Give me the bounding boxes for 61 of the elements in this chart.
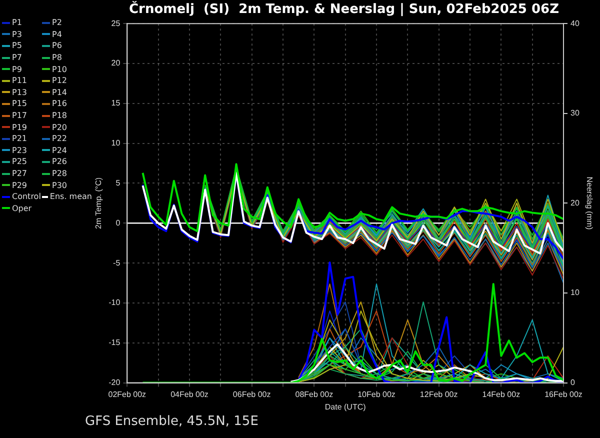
y2-axis-title: Neerslag (mm) [584, 176, 594, 230]
legend-label: P23 [12, 146, 28, 155]
legend-label: P7 [12, 53, 22, 62]
legend-label: P29 [12, 180, 28, 190]
y-axis-title: 2m Temp. (°C) [94, 177, 104, 229]
legend-label: Oper [12, 204, 32, 213]
legend-label: P18 [52, 111, 68, 120]
x-axis-title: Date (UTC) [324, 402, 366, 412]
y-tick-label: -20 [108, 378, 121, 388]
legend-label: P1 [12, 18, 22, 28]
legend-label: P8 [52, 53, 62, 62]
legend-label: P30 [52, 180, 68, 190]
x-tick-label: 06Feb 00z [232, 390, 271, 399]
legend-label: P22 [52, 134, 68, 144]
y-tick-label: -15 [108, 338, 121, 348]
legend-label: P13 [12, 88, 28, 97]
legend-label: P17 [12, 111, 28, 120]
legend-label: P4 [52, 30, 62, 39]
legend-label: P5 [12, 41, 22, 50]
legend-label: P3 [12, 30, 22, 39]
legend-label: P26 [52, 157, 68, 166]
legend-label: Control [12, 192, 41, 202]
legend-label: P16 [52, 99, 68, 108]
legend-label: P11 [12, 76, 28, 86]
y2-tick-label: 10 [570, 288, 580, 298]
legend-label: P25 [12, 157, 28, 166]
chart-title: Črnomelj (SI) 2m Temp. & Neerslag | Sun, 02Feb2025 06Z [129, 0, 559, 18]
legend-label: P19 [12, 122, 28, 132]
x-tick-label: 02Feb 00z [108, 390, 146, 399]
y-tick-label: 0 [116, 218, 121, 228]
y-tick-label: 20 [111, 58, 121, 68]
x-tick-label: 04Feb 00z [170, 390, 208, 399]
legend-label: P6 [52, 41, 62, 50]
y2-tick-label: 0 [570, 378, 576, 388]
legend-label: P24 [52, 146, 68, 155]
y-tick-label: -5 [113, 258, 121, 268]
x-tick-label: 08Feb 00z [295, 390, 334, 399]
legend-label: P10 [52, 64, 68, 74]
y-tick-label: 10 [111, 138, 121, 148]
y2-tick-label: 30 [570, 108, 580, 118]
legend-label: P27 [12, 169, 28, 178]
legend-label: P9 [12, 64, 22, 74]
y2-tick-label: 20 [570, 198, 580, 208]
x-tick-label: 16Feb 00z [544, 390, 582, 399]
x-tick-label: 10Feb 00z [358, 390, 396, 399]
legend-label: P21 [12, 134, 28, 144]
y2-tick-label: 40 [570, 18, 580, 28]
x-tick-label: 14Feb 00z [482, 390, 520, 399]
y-tick-label: 5 [116, 178, 121, 188]
y-tick-label: -10 [108, 298, 121, 308]
y-tick-label: 25 [111, 18, 121, 28]
y-tick-label: 15 [111, 98, 121, 108]
legend-label: Ens. mean [50, 192, 92, 202]
legend-label: P28 [52, 169, 68, 178]
legend-label: P14 [52, 88, 68, 97]
legend-label: P12 [52, 76, 68, 86]
x-tick-label: 12Feb 00z [420, 390, 458, 399]
legend-label: P20 [52, 122, 68, 132]
text: GFS Ensemble, 45.5N, 15E [85, 414, 258, 429]
legend-label: P2 [52, 18, 62, 28]
legend-label: P15 [12, 99, 28, 108]
